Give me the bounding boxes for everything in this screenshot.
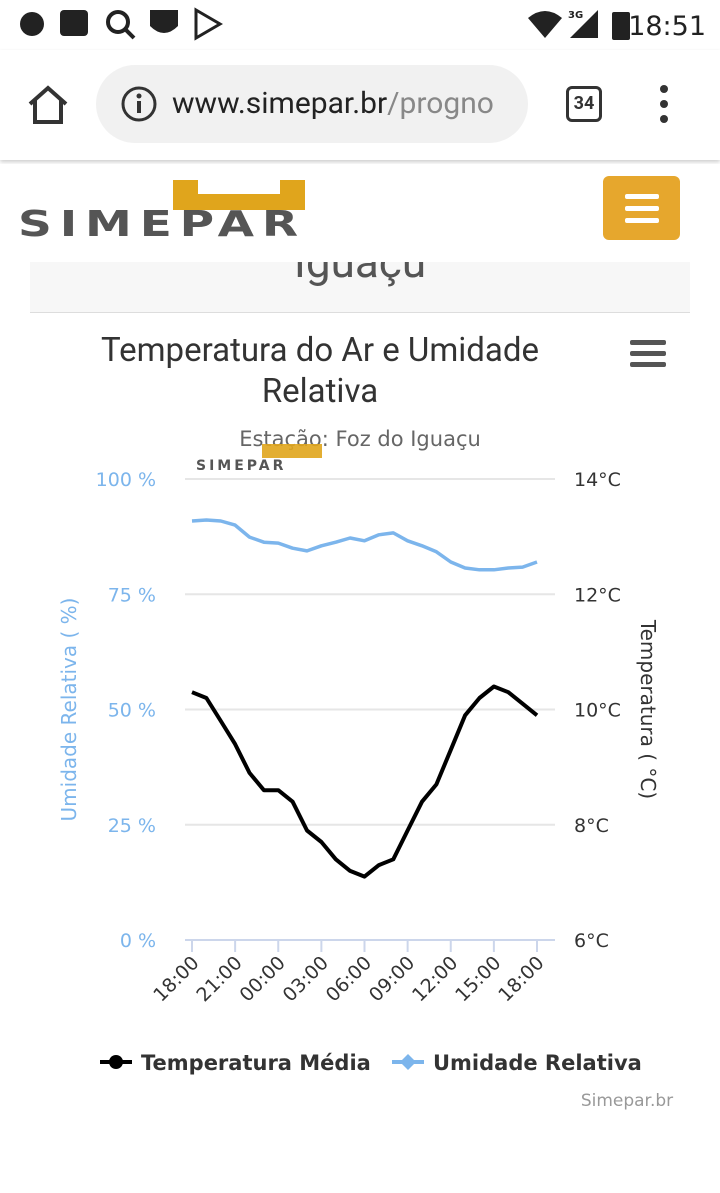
y-tick-label: 100 % xyxy=(96,469,156,491)
signal-icon xyxy=(570,10,598,38)
y-tick-label: 0 % xyxy=(120,930,156,952)
x-tick-label: 03:00 xyxy=(279,952,333,1006)
y2-tick-label: 6°C xyxy=(574,930,609,952)
chart-menu-bar xyxy=(630,351,666,356)
legend-label: Umidade Relativa xyxy=(433,1051,642,1075)
section-band: Iguaçu xyxy=(30,262,690,313)
y-tick-label: 75 % xyxy=(108,584,156,606)
x-tick-label: 09:00 xyxy=(365,952,419,1006)
x-tick-label: 15:00 xyxy=(451,952,505,1006)
legend-marker xyxy=(400,1054,416,1070)
search-icon xyxy=(123,27,136,40)
legend-marker xyxy=(109,1055,123,1069)
x-tick-label: 18:00 xyxy=(494,952,548,1006)
logo-mark xyxy=(198,180,280,194)
watermark: SIMEPAR xyxy=(196,458,286,474)
clock: 18:51 xyxy=(628,11,706,42)
browser-toolbar: www.simepar.br/progno 34 xyxy=(0,50,720,160)
x-tick-label: 12:00 xyxy=(408,952,462,1006)
site-header: SIMEPAR xyxy=(0,164,720,260)
search-icon xyxy=(106,10,130,34)
home-icon xyxy=(28,85,68,124)
credits: Simepar.br xyxy=(581,1091,673,1111)
menu-dot xyxy=(660,115,668,123)
chart-menu-bar xyxy=(630,362,666,367)
home-button[interactable] xyxy=(24,82,72,130)
network-type: 3G xyxy=(568,10,583,21)
nav-bar xyxy=(625,218,659,223)
y-tick-label: 25 % xyxy=(108,815,156,837)
menu-dot xyxy=(660,85,668,93)
nav-toggle[interactable] xyxy=(603,176,680,240)
y2-axis-title: Temperatura ( °C) xyxy=(636,619,660,799)
menu-dot xyxy=(660,100,668,108)
legend-label: Temperatura Média xyxy=(141,1051,371,1075)
play-icon xyxy=(194,7,223,41)
logo: SIMEPAR xyxy=(18,180,306,242)
url-bar[interactable]: www.simepar.br/progno xyxy=(96,65,528,143)
y2-tick-label: 8°C xyxy=(574,815,609,837)
app-icon xyxy=(60,10,88,36)
info-circle xyxy=(121,86,157,122)
status-bar: 3G 18:51 xyxy=(0,0,720,50)
url-text: www.simepar.br/progno xyxy=(172,85,508,123)
nav-bar xyxy=(625,194,659,199)
logo-text: SIMEPAR xyxy=(18,204,306,242)
chart-menu[interactable] xyxy=(630,340,666,367)
x-tick-label: 06:00 xyxy=(322,952,376,1006)
shield-icon xyxy=(150,10,178,33)
y2-tick-label: 12°C xyxy=(574,584,621,606)
wifi-icon xyxy=(528,11,562,38)
x-tick-label: 00:00 xyxy=(236,952,290,1006)
status-icons: 3G 18:51 xyxy=(20,7,706,42)
app-icon xyxy=(20,12,44,36)
x-tick-label: 18:00 xyxy=(149,952,203,1006)
tab-count[interactable]: 34 xyxy=(566,86,602,122)
series-line xyxy=(191,684,539,879)
nav-bar xyxy=(625,206,659,211)
y2-tick-label: 14°C xyxy=(574,469,621,491)
watermark-mark xyxy=(262,444,322,458)
series-line xyxy=(191,518,538,572)
battery-icon xyxy=(612,12,630,40)
y-axis-title: Umidade Relativa ( %) xyxy=(57,598,81,822)
menu-button[interactable] xyxy=(652,84,676,124)
info-bar xyxy=(137,101,141,113)
chart-title: Temperatura do Ar e Umidade Relativa xyxy=(101,331,539,411)
y-tick-label: 50 % xyxy=(108,700,156,722)
url-host: www.simepar.br xyxy=(172,86,388,121)
y2-tick-label: 10°C xyxy=(574,700,621,722)
x-tick-label: 21:00 xyxy=(192,952,246,1006)
section-heading: Iguaçu xyxy=(293,262,427,288)
url-path: /progno xyxy=(387,86,494,121)
chart-menu-bar xyxy=(630,340,666,345)
info-dot xyxy=(136,93,142,99)
info-icon xyxy=(121,86,157,122)
